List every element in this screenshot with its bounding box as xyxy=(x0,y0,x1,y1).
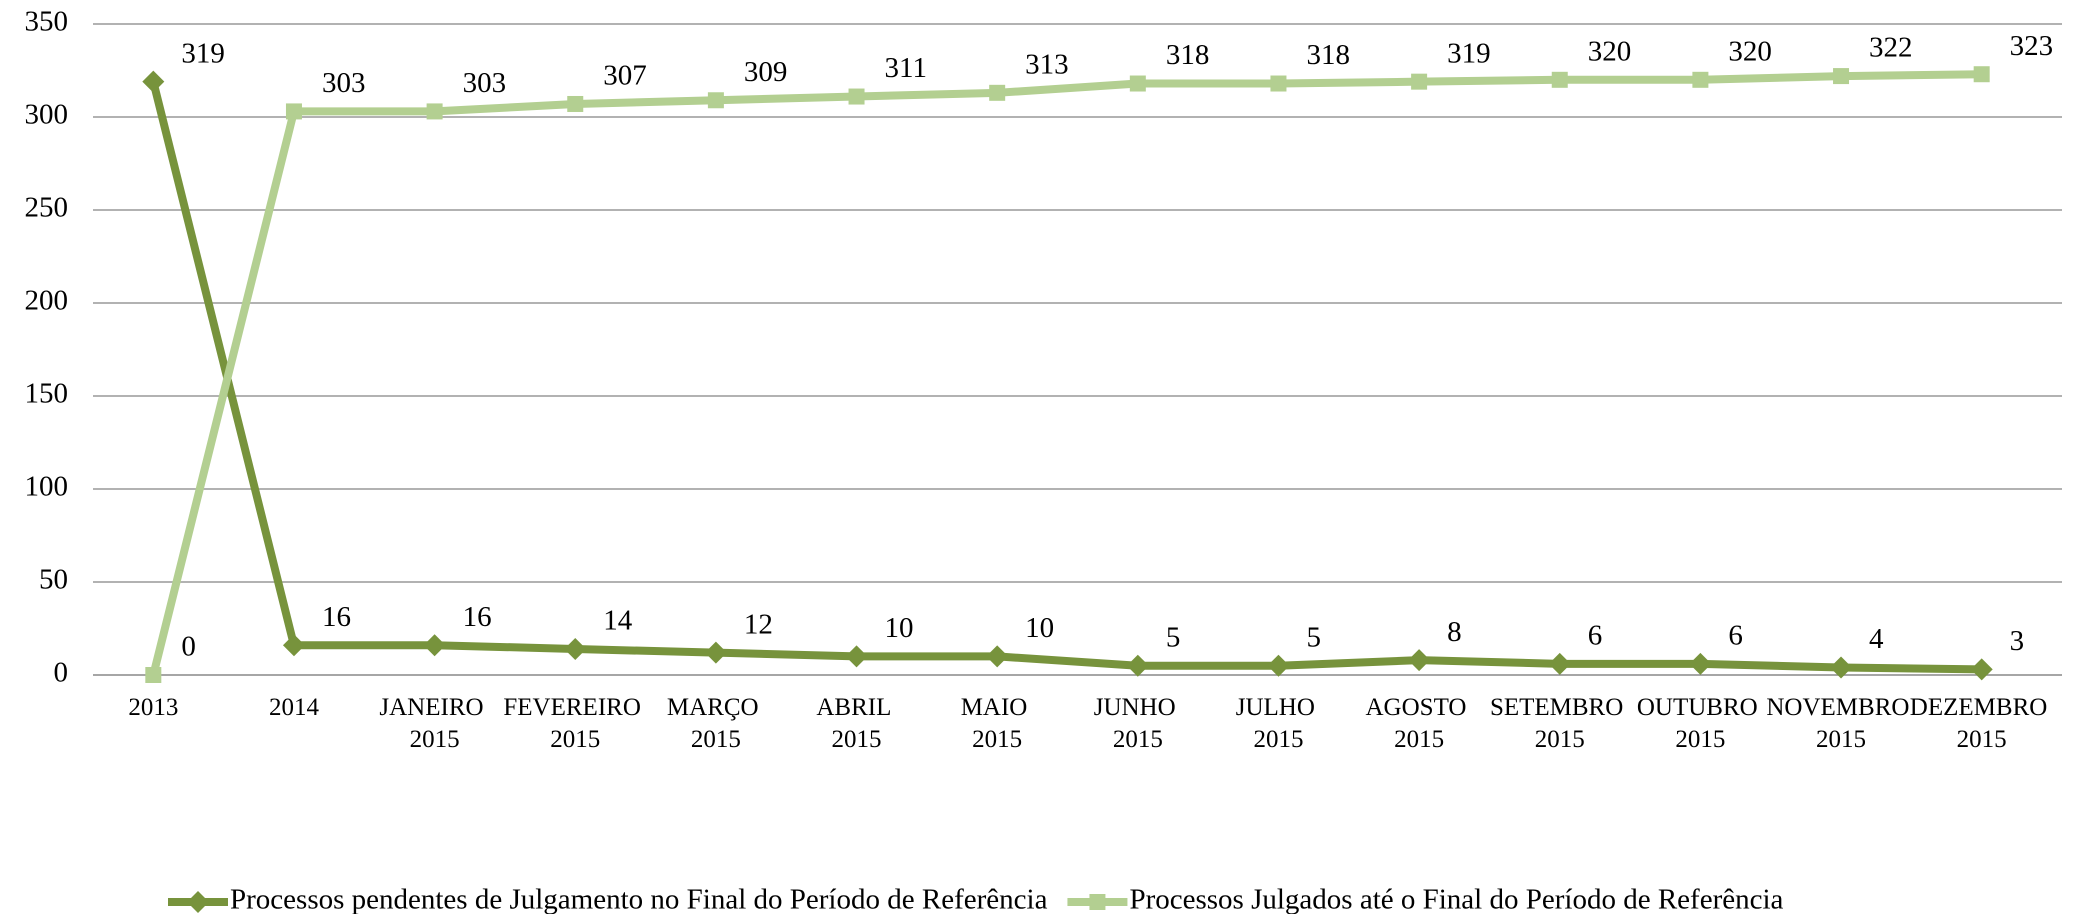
value-label: 323 xyxy=(2010,30,2054,62)
legend-marker xyxy=(187,891,209,913)
point-marker xyxy=(426,103,443,120)
x-tick-label: MAIO 2015 xyxy=(961,694,1034,753)
value-label: 309 xyxy=(744,56,788,88)
value-label: 303 xyxy=(322,67,366,99)
point-marker xyxy=(1267,654,1290,677)
y-tick-label: 50 xyxy=(39,564,68,596)
y-tick-label: 150 xyxy=(25,378,69,410)
value-label: 311 xyxy=(885,52,927,84)
x-tick-label: 2014 xyxy=(269,694,320,721)
series-line xyxy=(149,80,1982,674)
point-marker xyxy=(1408,649,1431,672)
point-marker xyxy=(1970,658,1993,681)
point-marker xyxy=(1270,75,1287,92)
point-marker xyxy=(845,645,868,668)
value-label: 307 xyxy=(603,60,647,92)
value-label: 5 xyxy=(1306,621,1321,653)
point-marker xyxy=(989,84,1006,101)
point-marker xyxy=(1689,652,1712,675)
point-marker xyxy=(1411,73,1428,90)
x-tick-label: DEZEMBRO 2015 xyxy=(1910,694,2054,753)
point-marker xyxy=(1551,71,1568,88)
x-tick-label: OUTUBRO 2015 xyxy=(1637,694,1764,753)
point-marker xyxy=(282,634,305,657)
point-marker xyxy=(142,70,165,93)
x-tick-label: JULHO 2015 xyxy=(1236,694,1321,753)
x-tick-label: AGOSTO 2015 xyxy=(1366,694,1473,753)
point-marker xyxy=(1833,68,1850,85)
value-label: 322 xyxy=(1869,32,1913,64)
point-marker xyxy=(1126,654,1149,677)
y-tick-label: 300 xyxy=(25,99,69,131)
x-tick-label: ABRIL 2015 xyxy=(816,694,896,753)
y-tick-label: 0 xyxy=(54,657,69,689)
value-label: 6 xyxy=(1728,619,1743,651)
legend-marker xyxy=(1089,894,1106,910)
value-label: 0 xyxy=(181,631,196,663)
y-tick-label: 350 xyxy=(25,6,69,38)
value-label: 8 xyxy=(1447,616,1462,648)
value-label: 16 xyxy=(322,601,351,633)
y-tick-label: 200 xyxy=(25,285,69,317)
value-label: 313 xyxy=(1025,48,1069,80)
value-label: 320 xyxy=(1728,35,1772,67)
series-line xyxy=(149,70,1982,676)
value-label: 318 xyxy=(1166,39,1210,71)
point-marker xyxy=(704,641,727,664)
value-label: 3 xyxy=(2010,625,2025,657)
point-marker xyxy=(285,103,302,120)
legend-label: Processos Julgados até o Final do Períod… xyxy=(1129,884,1783,914)
x-tick-label: MARÇO 2015 xyxy=(667,694,765,753)
x-tick-label: SETEMBRO 2015 xyxy=(1490,694,1630,753)
value-label: 320 xyxy=(1588,35,1632,67)
value-label: 318 xyxy=(1306,39,1350,71)
value-label: 5 xyxy=(1166,621,1181,653)
point-marker xyxy=(1548,652,1571,675)
value-label: 14 xyxy=(603,605,633,637)
value-label: 319 xyxy=(1447,37,1491,69)
point-marker xyxy=(986,645,1009,668)
x-tick-label: NOVEMBRO 2015 xyxy=(1766,694,1915,753)
value-label: 4 xyxy=(1869,623,1884,655)
value-label: 10 xyxy=(885,612,914,644)
point-marker xyxy=(1973,66,1990,83)
point-marker xyxy=(1692,71,1709,88)
point-marker xyxy=(707,92,724,109)
point-marker xyxy=(564,637,587,660)
value-label: 10 xyxy=(1025,612,1054,644)
point-marker xyxy=(145,667,162,683)
value-label: 303 xyxy=(463,67,507,99)
value-label: 6 xyxy=(1588,619,1603,651)
legend-label: Processos pendentes de Julgamento no Fin… xyxy=(230,884,1048,914)
x-tick-label: JANEIRO 2015 xyxy=(379,694,489,753)
x-tick-label: FEVEREIRO 2015 xyxy=(503,694,647,753)
point-marker xyxy=(1830,656,1853,679)
value-label: 12 xyxy=(744,608,773,640)
y-tick-label: 100 xyxy=(25,471,69,503)
x-tick-label: JUNHO 2015 xyxy=(1094,694,1182,753)
x-tick-label: 2013 xyxy=(128,694,178,721)
value-label: 319 xyxy=(181,37,225,69)
point-marker xyxy=(567,95,584,112)
point-marker xyxy=(1129,75,1146,92)
point-marker xyxy=(848,88,865,105)
point-marker xyxy=(423,634,446,657)
y-tick-label: 250 xyxy=(25,192,69,224)
value-label: 16 xyxy=(463,601,492,633)
